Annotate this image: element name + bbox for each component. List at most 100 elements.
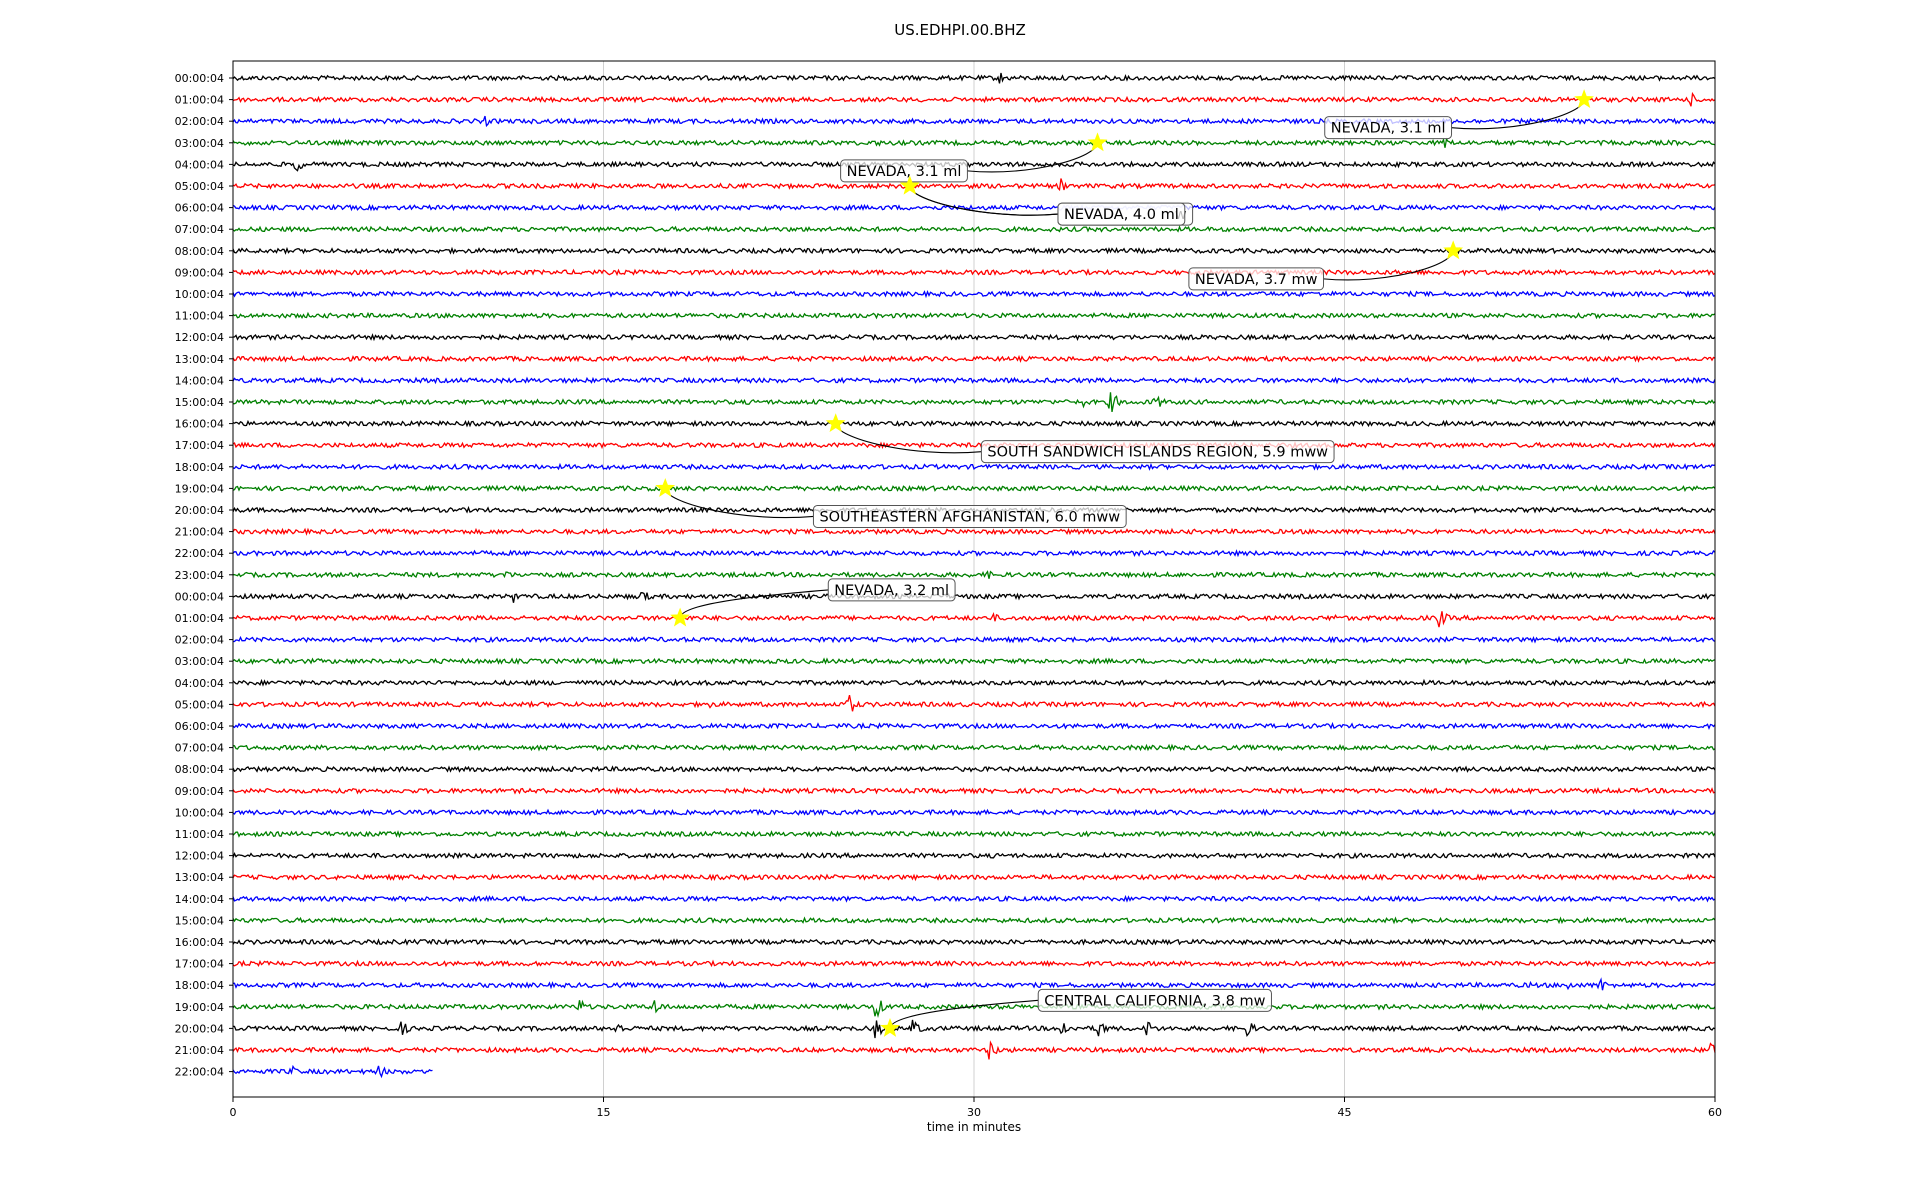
row-time-label: 03:00:04: [175, 655, 224, 668]
trace-row-11: [232, 311, 1716, 320]
x-tick-label: 45: [1338, 1106, 1352, 1119]
event-label-box: [840, 159, 968, 183]
row-time-label: 09:00:04: [175, 266, 224, 279]
event-annotation: SOUTHEASTERN AFGHANISTAN, 6.0 mww: [655, 477, 1127, 528]
event-star-marker: [670, 607, 690, 627]
event-label: SOUTH SANDWICH ISLANDS REGION, 5.9 mww: [987, 445, 1328, 461]
trace-row-13: [232, 354, 1716, 363]
trace-row-32: [232, 765, 1716, 774]
row-time-label: 00:00:04: [175, 72, 224, 85]
row-time-label: 23:00:04: [175, 569, 224, 582]
event-label: NEVADA, 4.0 ml: [1064, 207, 1179, 223]
trace-row-23: [232, 570, 1716, 579]
trace-row-10: [232, 289, 1716, 299]
row-time-label: 13:00:04: [175, 871, 224, 884]
event-label-box: [1188, 267, 1325, 291]
event-annotation: NEVADA, 4.0 ml: [899, 175, 1186, 226]
event-label: SOUTHEASTERN AFGHANISTAN, 6.0 mww: [819, 509, 1120, 525]
trace-row-1: [232, 91, 1716, 107]
x-tick-label: 60: [1708, 1106, 1722, 1119]
row-time-label: 18:00:04: [175, 461, 224, 474]
row-time-label: 13:00:04: [175, 353, 224, 366]
row-time-label: 21:00:04: [175, 1044, 224, 1057]
trace-row-37: [232, 873, 1716, 882]
trace-row-22: [232, 549, 1716, 558]
row-time-label: 11:00:04: [175, 310, 224, 323]
trace-row-25: [232, 611, 1716, 628]
trace-row-30: [232, 721, 1716, 730]
trace-row-33: [232, 786, 1716, 795]
trace-row-18: [232, 462, 1716, 471]
event-label-box: [827, 578, 956, 602]
row-time-label: 10:00:04: [175, 806, 224, 819]
event-annotation: NEVADA, 3.7 mw: [1188, 240, 1464, 291]
event-label-box: [1057, 202, 1186, 226]
event-annotation: NEVADA, 3.1 ml: [1324, 89, 1594, 140]
trace-row-43: [232, 999, 1716, 1018]
row-label-layer: 00:00:04 01:00:04 02:00:04 03:00:04 04:00:04…: [175, 72, 233, 1079]
event-label-box: [1037, 988, 1272, 1012]
trace-row-34: [232, 808, 1716, 817]
event-star-marker: [880, 1017, 900, 1037]
row-time-label: 00:00:04: [175, 590, 224, 603]
trace-row-19: [232, 484, 1716, 493]
trace-row-44: [232, 1019, 1716, 1039]
row-time-label: 17:00:04: [175, 958, 224, 971]
event-connector: [909, 185, 1059, 216]
row-time-label: 04:00:04: [175, 677, 224, 690]
row-time-label: 18:00:04: [175, 979, 224, 992]
trace-row-39: [232, 916, 1716, 925]
trace-row-6: [232, 203, 1716, 212]
row-time-label: 21:00:04: [175, 526, 224, 539]
event-star-marker: [1087, 132, 1108, 152]
trace-row-46: [232, 1064, 433, 1079]
event-annotation: CENTRAL CALIFORNIA, 3.8 mw: [880, 988, 1272, 1037]
trace-row-16: [232, 419, 1716, 428]
trace-row-0: [232, 72, 1716, 84]
trace-row-42: [233, 977, 1716, 991]
x-tick-label: 30: [967, 1106, 981, 1119]
row-time-label: 16:00:04: [175, 418, 224, 431]
row-time-label: 08:00:04: [175, 763, 224, 776]
event-connector: [1323, 250, 1454, 281]
row-time-label: 06:00:04: [175, 720, 224, 733]
trace-row-45: [232, 1040, 1716, 1060]
trace-row-28: [232, 678, 1716, 687]
event-annotation: NEVADA, 3.2 ml: [670, 578, 956, 627]
trace-row-17: [232, 441, 1716, 450]
event-label: NEVADA, 3.7 mw: [1195, 272, 1318, 288]
chart-title: US.EDHPI.00.BHZ: [894, 21, 1026, 39]
trace-row-7: [232, 225, 1716, 233]
row-time-label: 15:00:04: [175, 396, 224, 409]
event-connector: [889, 999, 1039, 1029]
trace-row-3: [232, 137, 1716, 148]
row-time-label: 10:00:04: [175, 288, 224, 301]
trace-row-15: [233, 392, 1716, 413]
trace-row-9: [232, 268, 1716, 277]
grid-layer: [603, 61, 1345, 1097]
row-time-label: 19:00:04: [175, 482, 224, 495]
row-time-label: 19:00:04: [175, 1001, 224, 1014]
row-time-label: 20:00:04: [175, 504, 224, 517]
trace-row-14: [232, 376, 1716, 385]
row-time-label: 09:00:04: [175, 785, 224, 798]
row-time-label: 12:00:04: [175, 850, 224, 863]
row-time-label: 05:00:04: [175, 698, 224, 711]
plot-frame: [232, 60, 1716, 1098]
event-label-box: [812, 504, 1127, 528]
trace-row-4: [232, 160, 1716, 172]
event-annotation: NEVADA, 3.1 ml: [840, 132, 1108, 183]
trace-row-36: [232, 851, 1716, 860]
event-label: NEVADA, 3.1 ml: [1331, 121, 1446, 137]
row-time-label: 17:00:04: [175, 439, 224, 452]
event-label: NEVADA, 3.2 ml: [834, 583, 949, 599]
event-star-marker: [1574, 89, 1594, 109]
trace-row-29: [232, 694, 1716, 712]
x-tick-label: 15: [597, 1106, 611, 1119]
row-time-label: 05:00:04: [175, 180, 224, 193]
event-label: NEVADA, 3.1 ml: [847, 164, 962, 180]
row-time-label: 14:00:04: [175, 374, 224, 387]
row-time-label: 08:00:04: [175, 245, 224, 258]
event-layer: NEVADA, 3.1 ml NEVADA, 3.1 ml NEVADA, 4.0 …: [655, 89, 1594, 1037]
